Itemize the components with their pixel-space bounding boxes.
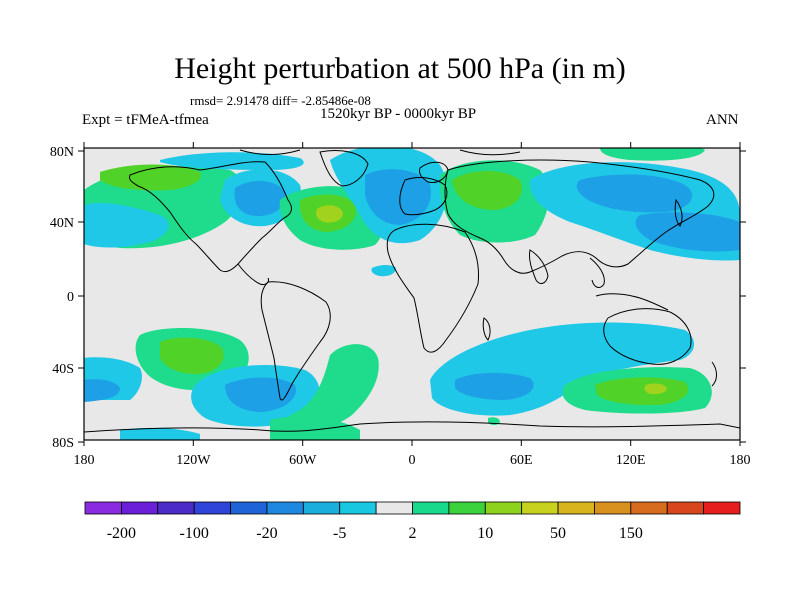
coast-asia bbox=[444, 159, 715, 274]
longitude-axis: 180 120W 60W 0 60E 120E 180 bbox=[74, 142, 751, 468]
colorbar-swatch bbox=[120, 501, 159, 515]
lon-tick-label: 180 bbox=[74, 453, 95, 468]
latitude-axis: 80N 40N 0 40S 80S bbox=[50, 145, 746, 451]
colorbar-label: 10 bbox=[477, 525, 493, 542]
colorbar-swatch bbox=[521, 501, 559, 515]
anomaly-tropical-atlantic-cyan bbox=[371, 265, 396, 277]
coast-central-america bbox=[237, 263, 269, 285]
lat-tick-label: 80S bbox=[52, 436, 74, 451]
coast-india bbox=[529, 249, 549, 284]
colorbar-swatch bbox=[193, 501, 231, 515]
map-panel bbox=[84, 148, 740, 440]
coast-se-asia bbox=[589, 257, 605, 288]
anomaly-eurasia-lgreen bbox=[452, 171, 523, 210]
anomaly-npacific-cyan bbox=[84, 203, 169, 248]
anomaly-south-australia-ygreen bbox=[644, 383, 667, 395]
colorbar-label: -200 bbox=[107, 525, 136, 542]
anomaly-southern-pacific-blue bbox=[84, 379, 120, 402]
colorbar-label: -20 bbox=[256, 525, 277, 542]
colorbar-swatch bbox=[703, 501, 741, 515]
colorbar-swatch bbox=[594, 501, 632, 515]
colorbar-swatch bbox=[630, 501, 668, 515]
anomaly-natlantic-ygreen bbox=[316, 205, 343, 223]
colorbar-label: 2 bbox=[409, 525, 417, 542]
colorbar-swatch bbox=[230, 501, 268, 515]
colorbar-swatch bbox=[84, 501, 122, 515]
colorbar-label: -100 bbox=[180, 525, 209, 542]
lon-tick-label: 120E bbox=[616, 453, 646, 468]
colorbar-label: 150 bbox=[619, 525, 643, 542]
colorbar-swatch bbox=[557, 501, 595, 515]
anomaly-npacific-lgreen bbox=[100, 164, 201, 191]
colorbar-swatch bbox=[412, 501, 450, 515]
anomaly-antarctic-green bbox=[270, 416, 360, 440]
anomaly-south-atlantic-green bbox=[275, 344, 379, 436]
coast-indonesia bbox=[595, 293, 669, 311]
coast-north-america bbox=[129, 161, 292, 273]
lat-tick-label: 40N bbox=[50, 216, 74, 231]
lat-tick-label: 40S bbox=[52, 362, 74, 377]
colorbar: -200 -100 -20 -5 2 10 50 150 bbox=[84, 501, 741, 542]
lon-tick-label: 60W bbox=[289, 453, 317, 468]
colorbar-swatch bbox=[375, 501, 413, 515]
anomaly-npacific-east-blue bbox=[635, 212, 740, 252]
coastlines bbox=[84, 149, 740, 433]
anomaly-antarctic-cyan bbox=[120, 427, 200, 440]
colorbar-swatch bbox=[157, 501, 195, 515]
colorbar-swatch bbox=[484, 501, 523, 515]
coast-australia bbox=[603, 308, 692, 365]
colorbar-swatch bbox=[266, 501, 304, 515]
lon-tick-label: 120W bbox=[176, 453, 211, 468]
coast-new-zealand bbox=[711, 361, 717, 387]
coast-arctic-islands bbox=[239, 149, 521, 156]
colorbar-label: -5 bbox=[333, 525, 346, 542]
rmsd-diff-stats: rmsd= 2.91478 diff= -2.85486e-08 bbox=[190, 93, 371, 108]
coast-madagascar bbox=[482, 317, 491, 341]
lon-tick-label: 0 bbox=[409, 453, 416, 468]
colorbar-swatch bbox=[666, 501, 705, 515]
anomaly-fields bbox=[84, 148, 740, 440]
coast-antarctica bbox=[84, 421, 740, 433]
anomaly-eastasia-blue bbox=[576, 174, 693, 213]
anomaly-indian-ocean-blue bbox=[455, 372, 534, 400]
plot-title: Height perturbation at 500 hPa (in m) bbox=[174, 52, 626, 85]
colorbar-label: 50 bbox=[550, 525, 566, 542]
lat-tick-label: 0 bbox=[67, 290, 74, 305]
anomaly-south-australia-lgreen bbox=[595, 377, 689, 406]
experiment-label: Expt = tFMeA-tfmea bbox=[82, 112, 209, 128]
anomaly-arctic-east-green bbox=[600, 148, 705, 161]
coast-south-america bbox=[260, 281, 331, 401]
coast-greenland bbox=[319, 150, 369, 187]
colorbar-swatch bbox=[448, 501, 486, 515]
time-period: 1520kyr BP - 0000kyr BP bbox=[320, 106, 477, 122]
anomaly-spacific-lgreen bbox=[160, 337, 224, 375]
lat-tick-label: 80N bbox=[50, 145, 74, 160]
lon-tick-label: 60E bbox=[510, 453, 533, 468]
coast-africa bbox=[386, 223, 479, 353]
colorbar-swatch bbox=[339, 501, 377, 515]
coast-japan bbox=[674, 198, 683, 227]
coast-europe bbox=[399, 177, 448, 216]
anomaly-europe-blue bbox=[365, 169, 431, 225]
lon-tick-label: 180 bbox=[730, 453, 751, 468]
anomaly-namerica-blue bbox=[234, 180, 286, 216]
season-label: ANN bbox=[706, 112, 739, 128]
coast-scandinavia bbox=[419, 161, 449, 183]
colorbar-swatch bbox=[302, 501, 341, 515]
